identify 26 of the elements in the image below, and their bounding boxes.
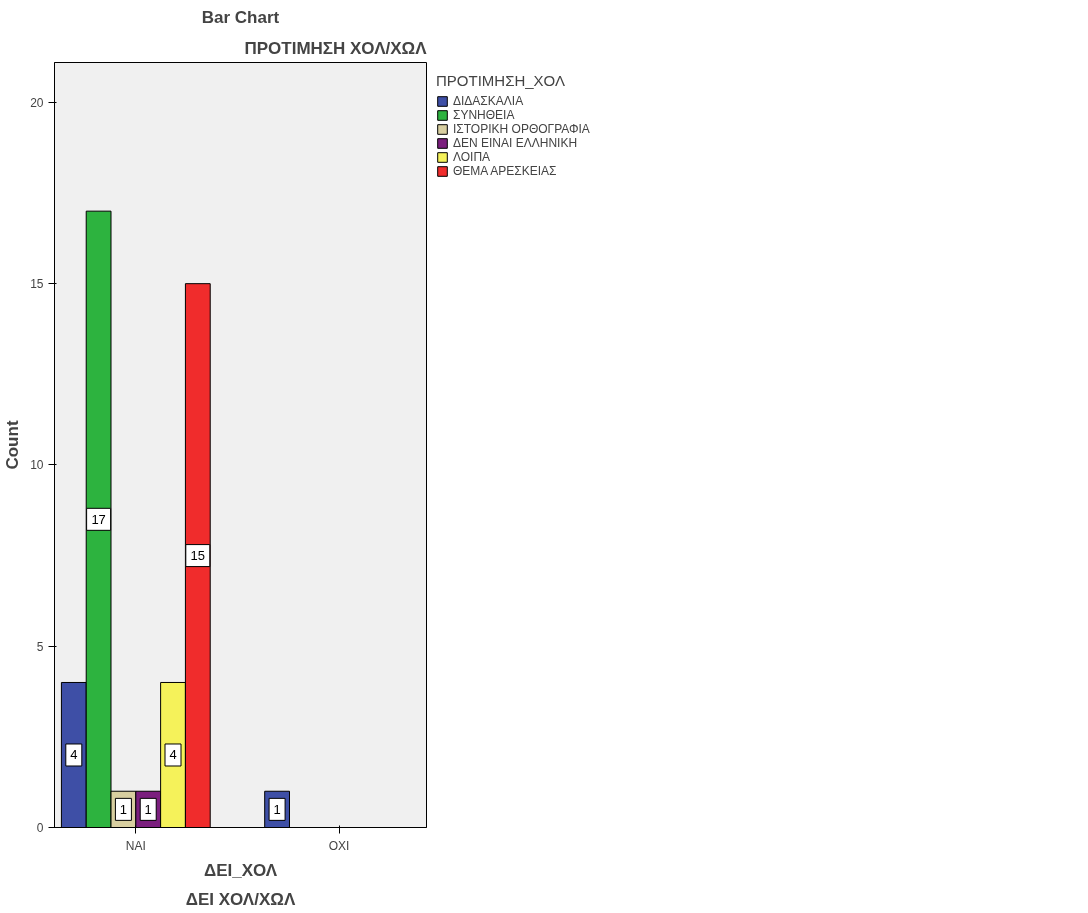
x-axis-title: ΔΕΙ_ΧΟΛ bbox=[203, 860, 278, 880]
data-label: 17 bbox=[91, 511, 106, 527]
data-label: 1 bbox=[273, 801, 281, 817]
legend-title: ΠΡΟΤΙΜΗΣΗ_ΧΟΛ bbox=[436, 72, 567, 89]
legend-label: ΘΕΜΑ ΑΡΕΣΚΕΙΑΣ bbox=[453, 164, 557, 178]
y-axis-title: Count bbox=[3, 420, 23, 470]
legend-label: ΛΟΙΠΑ bbox=[453, 150, 491, 164]
x-tick-label: ΝΑΙ bbox=[125, 838, 146, 853]
data-label: 4 bbox=[169, 747, 177, 763]
data-label: 1 bbox=[144, 801, 152, 817]
y-tick-label: 10 bbox=[30, 458, 44, 473]
chart-title: Bar Chart bbox=[201, 7, 280, 27]
y-tick-label: 0 bbox=[36, 821, 44, 835]
text: ΠΡΟΤΙΜΗΣΗ ΧΟΛ/ΧΩΛ bbox=[244, 38, 428, 58]
y-tick-label: 15 bbox=[30, 277, 44, 292]
y-tick-label: 20 bbox=[30, 95, 44, 110]
text: ΔΕΙ ΧΟΛ/ΧΩΛ bbox=[185, 889, 296, 909]
legend-label: ΙΣΤΟΡΙΚΗ ΟΡΘΟΓΡΑΦΙΑ bbox=[453, 122, 590, 136]
legend-label: ΔΙΔΑΣΚΑΛΙΑ bbox=[453, 94, 524, 108]
data-label: 15 bbox=[190, 548, 206, 564]
legend-label: ΔΕΝ ΕΙΝΑΙ ΕΛΛΗΝΙΚΗ bbox=[453, 136, 578, 150]
legend-label: ΣΥΝΗΘΕΙΑ bbox=[453, 108, 515, 122]
data-label: 4 bbox=[70, 747, 78, 763]
x-tick-label: ΟΧΙ bbox=[328, 838, 350, 853]
y-tick-label: 5 bbox=[36, 639, 44, 654]
data-label: 1 bbox=[119, 801, 128, 817]
